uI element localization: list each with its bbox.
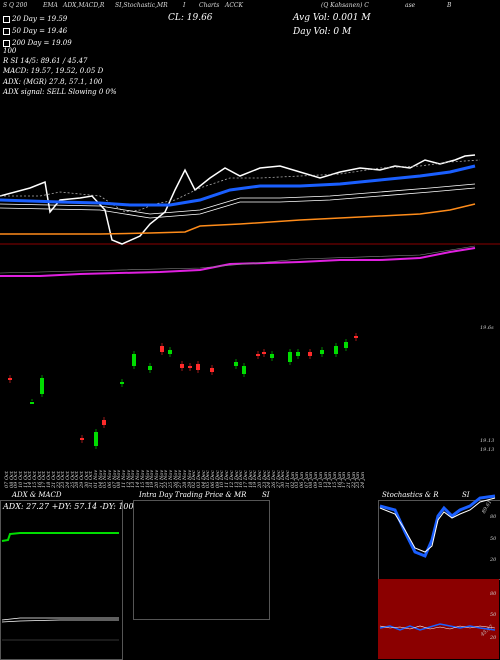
stoch-tick-80: 80 bbox=[490, 514, 497, 520]
rsi-tick-80: 80 bbox=[490, 591, 497, 597]
rsi-panel bbox=[378, 579, 499, 659]
indicator-line bbox=[379, 625, 496, 630]
header-part: EMA bbox=[43, 2, 58, 9]
indicator-line bbox=[0, 159, 481, 213]
adx-readout: ADX: 27.27 +DY: 57.14 -DY: 100 bbox=[3, 502, 134, 511]
header-part: ACCK bbox=[225, 2, 243, 9]
header-part: SI,Stochastic,MR bbox=[115, 2, 168, 9]
indicator-line bbox=[0, 154, 476, 245]
indicator-line bbox=[0, 183, 476, 215]
header-part: (Q Kahsanen) C bbox=[321, 2, 369, 9]
header-part: S Q 200 bbox=[3, 2, 28, 9]
indicator-info: 100 R SI 14/5: 89.61 / 45.47 MACD: 19.57… bbox=[3, 46, 103, 76]
intraday-panel-title: Intra Day Trading Price & MR bbox=[139, 491, 247, 499]
intraday-panel-title-tail: SI bbox=[262, 491, 270, 499]
candle bbox=[30, 402, 34, 404]
ema-lines bbox=[0, 154, 481, 277]
intraday-panel bbox=[133, 500, 270, 620]
candlesticks bbox=[8, 333, 358, 449]
avg-volume: Avg Vol: 0.001 M bbox=[293, 13, 371, 23]
indicator-line bbox=[0, 187, 476, 219]
adx-signal: ADX signal: SELL Slowing 0 0% bbox=[3, 88, 117, 96]
rsi-tick-20: 20 bbox=[490, 635, 497, 641]
indicator-line bbox=[0, 203, 476, 235]
stochastics-panel-title-tail: SI bbox=[462, 491, 470, 499]
header-part: ase bbox=[405, 2, 416, 9]
rsi-tick-50: 50 bbox=[490, 612, 497, 618]
header-part: B bbox=[447, 2, 452, 9]
indicator-line bbox=[0, 245, 476, 274]
legend-label: 50 Day = 19.46 bbox=[12, 27, 68, 35]
legend-entry-200: 200 Day = 19.09 bbox=[3, 37, 72, 49]
price-axis-mid: 19.6s bbox=[480, 325, 494, 331]
legend-swatch bbox=[3, 27, 10, 35]
adx-panel-title: ADX & MACD bbox=[12, 491, 62, 499]
stochastics-panel-title: Stochastics & R bbox=[382, 491, 439, 499]
indicator-line bbox=[379, 623, 496, 631]
price-axis-low: 19.13 bbox=[480, 438, 495, 444]
stoch-tick-20: 20 bbox=[490, 557, 497, 563]
indicator-line bbox=[1, 617, 119, 621]
info-line: MACD: 19.57, 19.52, 0.05 D bbox=[3, 67, 104, 75]
indicator-line bbox=[379, 494, 496, 558]
main-price-chart bbox=[0, 154, 500, 449]
legend-label: 200 Day = 19.09 bbox=[12, 39, 72, 47]
legend-entry-50: 50 Day = 19.46 bbox=[3, 25, 72, 37]
legend-swatch bbox=[3, 15, 10, 23]
indicator-line bbox=[0, 247, 476, 277]
header-part: ADX,MACD,R bbox=[63, 2, 105, 9]
legend-swatch bbox=[3, 39, 10, 47]
header-part: Charts bbox=[199, 2, 220, 9]
day-volume: Day Vol: 0 M bbox=[293, 27, 352, 37]
info-line: R SI 14/5: 89.61 / 45.47 bbox=[3, 57, 88, 65]
close-price: CL: 19.66 bbox=[168, 13, 213, 23]
info-line: 100 bbox=[3, 47, 17, 55]
indicator-line bbox=[1, 532, 119, 542]
adx-line: ADX: (MGR) 27.8, 57.1, 100 bbox=[3, 78, 103, 86]
price-axis-low-2: 19.13 bbox=[480, 447, 495, 453]
stoch-tick-50: 50 bbox=[490, 536, 497, 542]
legend-label: 20 Day = 19.59 bbox=[12, 15, 68, 23]
indicator-line bbox=[1, 619, 119, 623]
ema-legend: 20 Day = 19.59 50 Day = 19.46 200 Day = … bbox=[3, 13, 72, 49]
indicator-line bbox=[379, 497, 496, 553]
legend-entry-20: 20 Day = 19.59 bbox=[3, 13, 72, 25]
indicator-line bbox=[0, 164, 476, 207]
header-part: I bbox=[183, 2, 186, 9]
